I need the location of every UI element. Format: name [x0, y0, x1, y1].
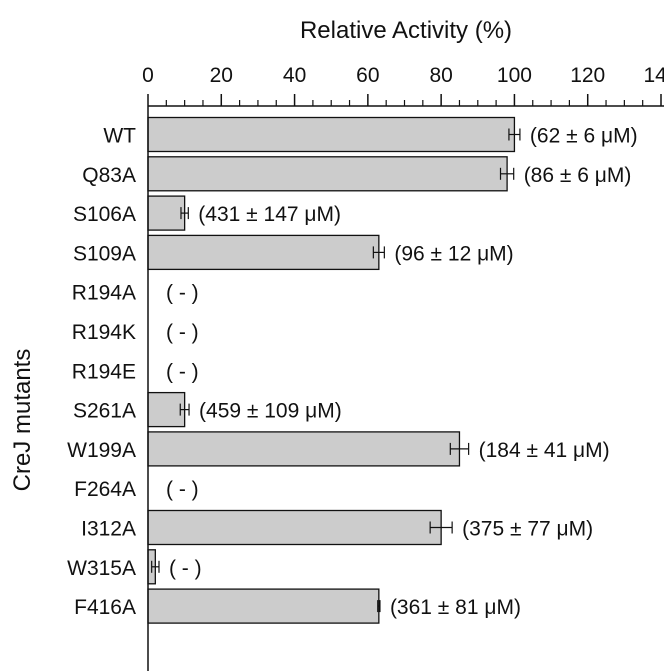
bars: (62 ± 6 μM) (86 ± 6 μM) (431 ± 147 μM) (96 … — [147, 116, 638, 624]
data-label: ( - ) — [166, 478, 199, 501]
x-tick-label: 100 — [497, 64, 532, 87]
bar — [147, 509, 442, 546]
x-tick-label: 80 — [429, 64, 452, 87]
category-label: Q83A — [82, 164, 136, 187]
bar — [147, 156, 508, 192]
x-tick-label: 140 — [643, 64, 664, 87]
category-label: S109A — [73, 242, 136, 265]
category-label: I312A — [81, 518, 136, 541]
category-label: W315A — [67, 557, 136, 580]
x-axis-title: Relative Activity (%) — [300, 17, 512, 44]
bar — [147, 391, 186, 428]
x-axis-ticks: 0 20 40 60 80 100 120 140 — [142, 64, 664, 106]
category-labels: WT Q83A S106A S109A R194A R194K R194E S261A W199… — [67, 125, 136, 620]
category-label: WT — [103, 125, 136, 148]
data-label: ( - ) — [166, 360, 199, 383]
bar — [147, 234, 380, 271]
data-label: (184 ± 41 μM) — [479, 439, 610, 462]
category-label: R194A — [72, 282, 136, 305]
x-tick-label: 40 — [283, 64, 306, 87]
category-label: F416A — [74, 596, 136, 619]
data-label: (361 ± 81 μM) — [390, 596, 521, 619]
data-label: (431 ± 147 μM) — [198, 203, 341, 226]
data-label: (96 ± 12 μM) — [394, 242, 513, 265]
data-label: ( - ) — [166, 282, 199, 305]
x-tick-label: 20 — [210, 64, 233, 87]
category-label: F264A — [74, 478, 136, 501]
data-label: (62 ± 6 μM) — [530, 125, 638, 148]
category-label: S106A — [73, 203, 136, 226]
category-label: S261A — [73, 400, 136, 423]
category-label: W199A — [67, 439, 136, 462]
bar — [147, 431, 461, 467]
data-label: ( - ) — [169, 557, 202, 580]
bar — [147, 195, 186, 231]
category-label: R194K — [72, 321, 136, 344]
x-tick-label: 0 — [142, 64, 154, 87]
x-tick-label: 60 — [356, 64, 379, 87]
y-axis-title: CreJ mutants — [9, 349, 36, 492]
x-tick-label: 120 — [570, 64, 605, 87]
data-label: (459 ± 109 μM) — [199, 400, 342, 423]
bar — [147, 588, 380, 624]
bar — [147, 116, 516, 153]
category-label: R194E — [72, 360, 136, 383]
data-label: ( - ) — [166, 321, 199, 344]
data-label: (86 ± 6 μM) — [524, 164, 632, 187]
data-label: (375 ± 77 μM) — [462, 518, 593, 541]
